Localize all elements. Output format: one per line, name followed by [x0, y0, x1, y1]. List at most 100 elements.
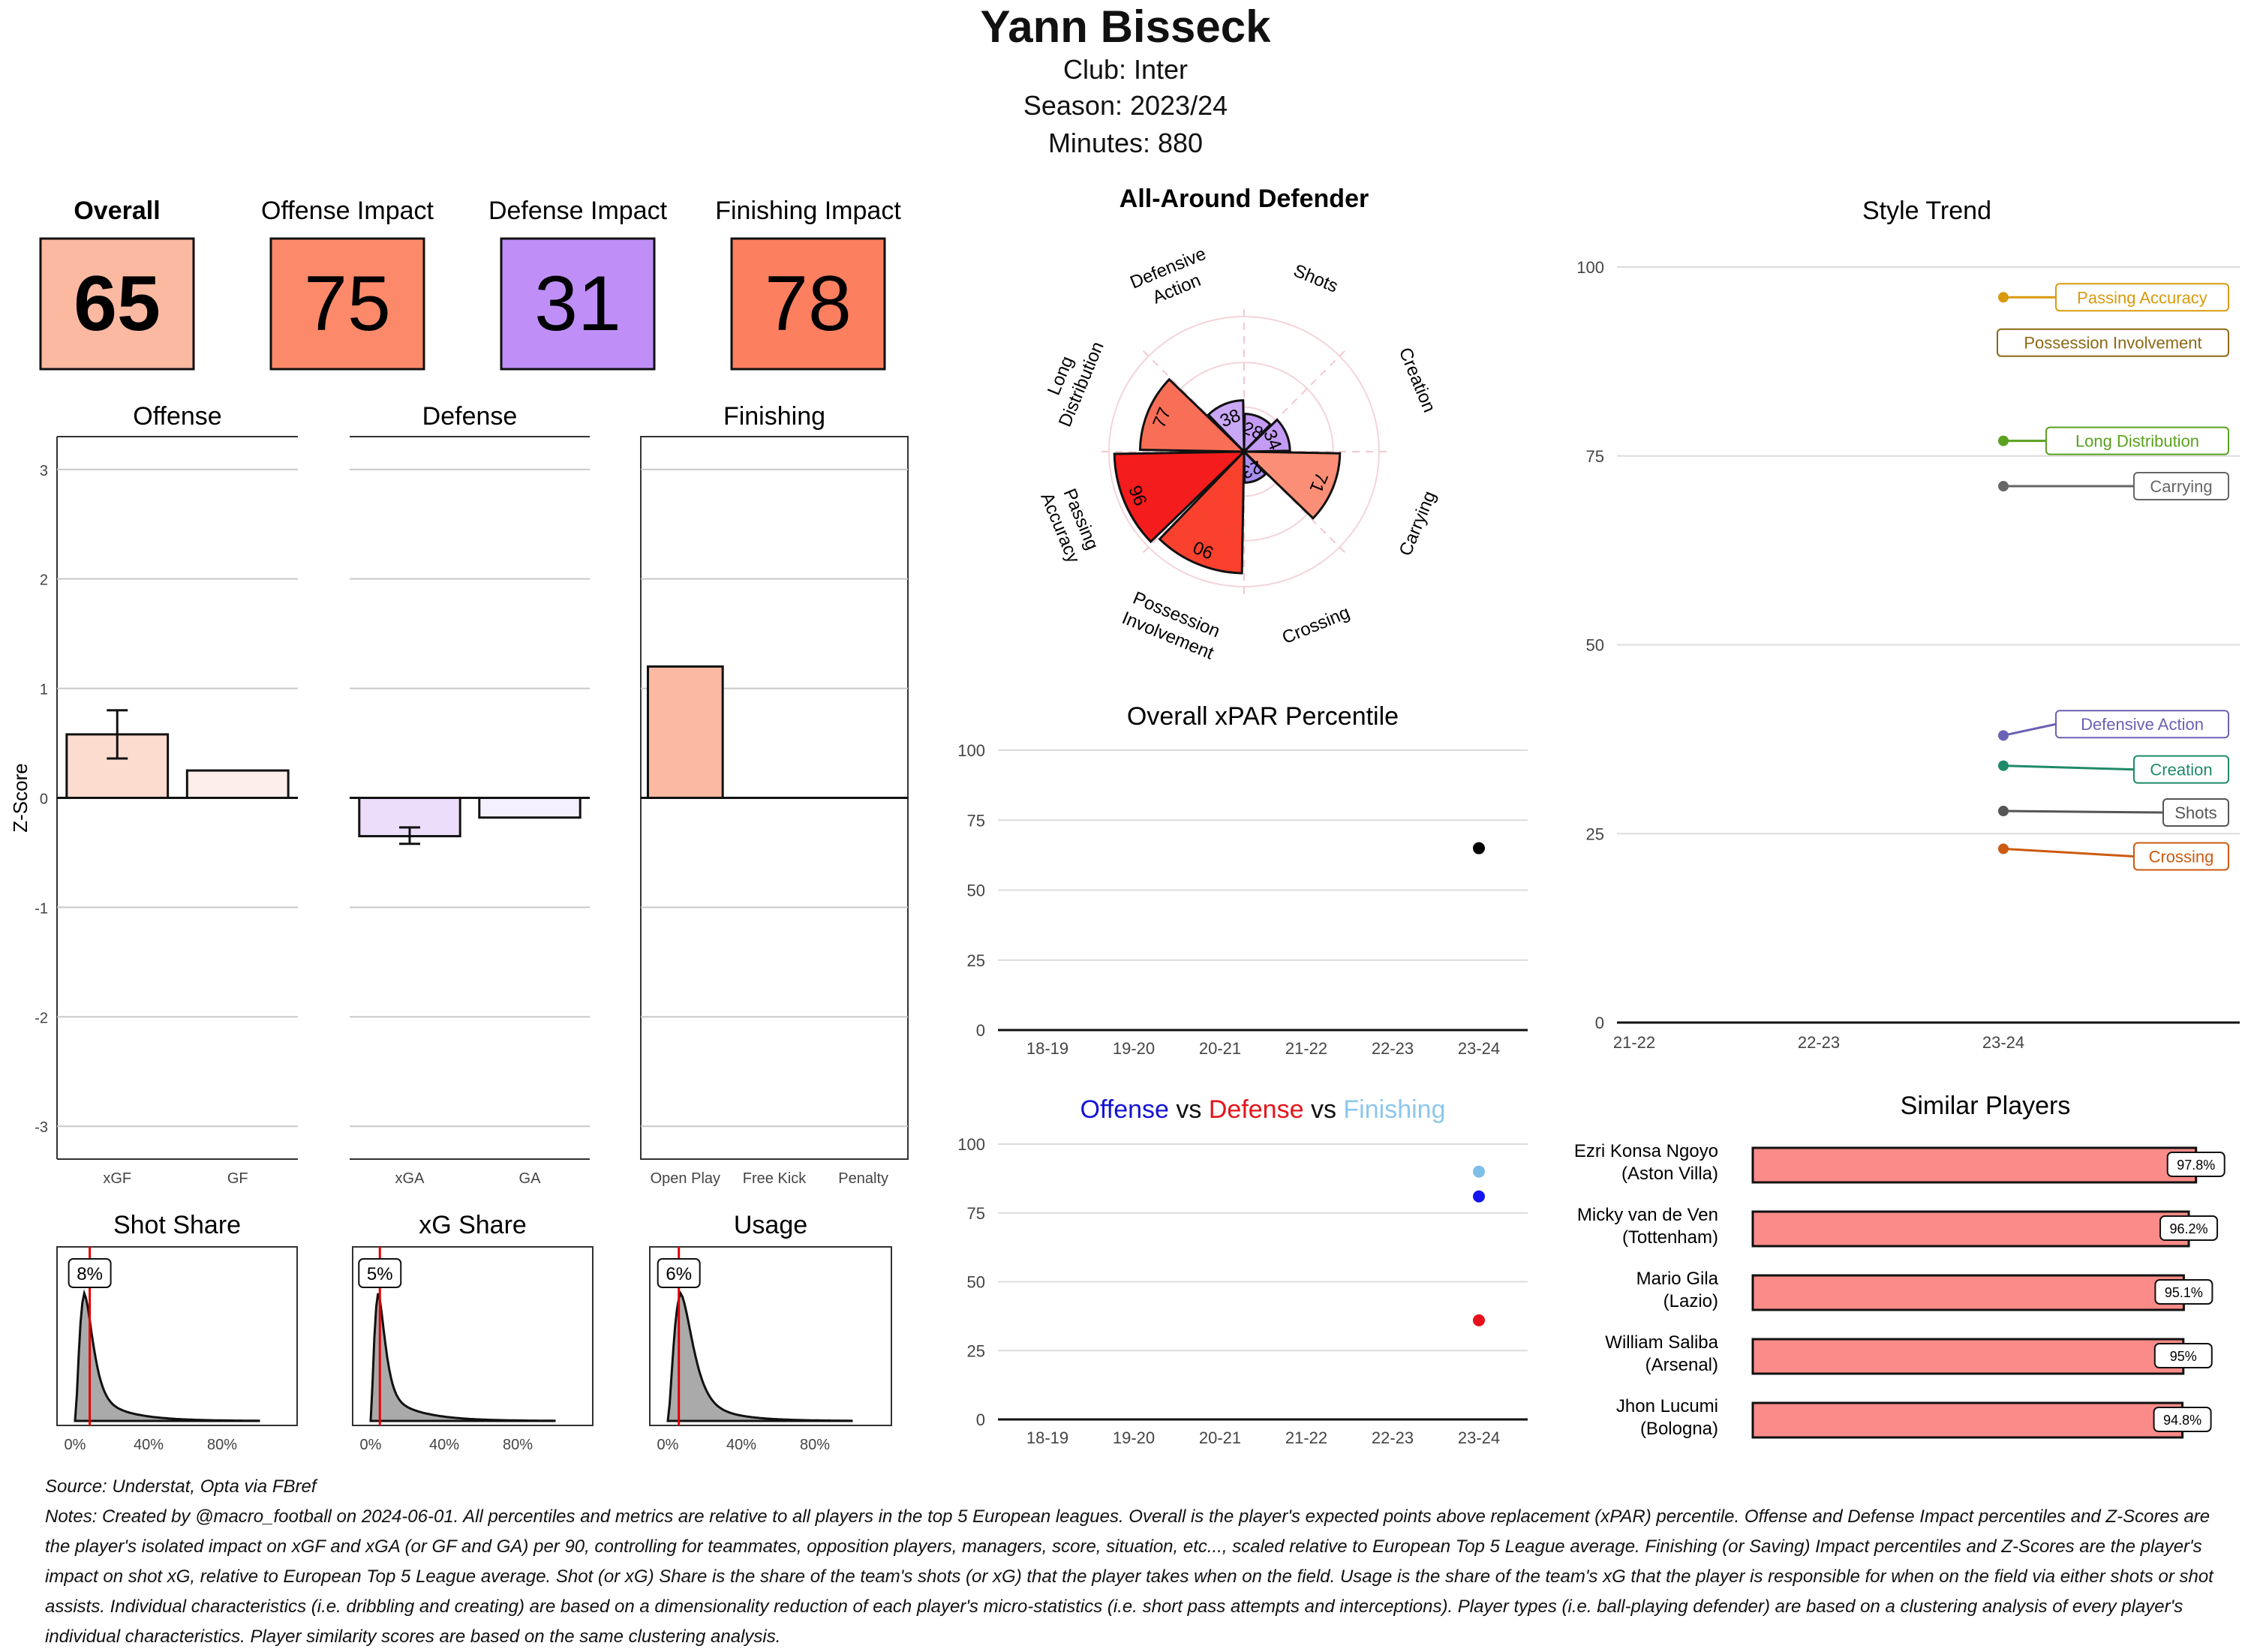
panel-title: Defense: [422, 402, 518, 431]
density-curve: [369, 1293, 556, 1422]
y-tick-label: 0: [1595, 1014, 1604, 1032]
player-club: (Bologna): [1640, 1419, 1718, 1439]
trend-label-box: [1997, 328, 2229, 357]
similar-players-chart: Similar Players Ezri Konsa Ngoyo (Aston Vi…: [1574, 1092, 2225, 1439]
y-axis-label: Z-Score: [9, 763, 32, 832]
player-name: Jhon Lucumi: [1616, 1396, 1718, 1416]
trend-connector: [2003, 764, 2135, 771]
impact-box-label: Overall: [74, 197, 160, 225]
radar-category-label: Crossing: [1279, 602, 1353, 648]
radar-category-label: Carrying: [1396, 488, 1441, 559]
xpar-percentile-chart: Overall xPAR Percentile 0 25 50 75 100 18-19 19…: [957, 702, 1528, 1058]
impact-box: [39, 237, 195, 371]
similarity-bar: [1751, 1338, 2185, 1375]
similarity-label-box: [2153, 1407, 2212, 1432]
x-tick-label: 40%: [134, 1437, 164, 1453]
trend-label: Possession Involvement: [2024, 334, 2201, 353]
similarity-bar: [1751, 1274, 2185, 1311]
chart-title: All-Around Defender: [1119, 185, 1369, 213]
z-bar: [185, 769, 290, 799]
impact-box: [500, 237, 656, 371]
offense-defense-finishing-chart: Offense vs Defense vs Finishing 0 25 50 75 10…: [957, 1095, 1528, 1447]
x-tick-label: 23-24: [1458, 1039, 1500, 1058]
radar-ring: [1154, 362, 1334, 542]
x-tick-label: Open Play: [651, 1170, 720, 1187]
x-tick-label: 20-21: [1199, 1039, 1241, 1058]
x-tick-label: 80%: [800, 1437, 830, 1453]
x-tick-label: 22-23: [1372, 1428, 1414, 1447]
trend-connector: [2003, 847, 2135, 858]
trend-label: Carrying: [2150, 477, 2212, 496]
chart-title: Style Trend: [1862, 197, 1991, 225]
minutes-line: Minutes: 880: [1047, 128, 1204, 158]
panel-frame: [649, 1246, 892, 1426]
radar-wedge: [1241, 450, 1342, 520]
footer-notes: Source: Understat, Opta via FBref Notes:…: [45, 1472, 2221, 1652]
trend-connector: [2003, 809, 2164, 814]
trend-point: [1998, 760, 2009, 771]
zscore-bar-chart: Z-Score -3 -2 -1 0 1 2 3 Offense xGF GF Defense xGA G…: [9, 402, 909, 1187]
x-tick-label: 22-23: [1372, 1039, 1414, 1058]
similarity-label-box: [2154, 1279, 2213, 1305]
style-trend-chart: Style Trend 0 25 50 75 100 21-22 22-23 23-24 Pass…: [1576, 197, 2240, 1052]
player-club: (Lazio): [1663, 1291, 1718, 1311]
similarity-label-box: [2166, 1152, 2225, 1177]
x-tick-label: Penalty: [838, 1170, 888, 1187]
x-tick-label: 23-24: [1458, 1428, 1500, 1447]
radar-spoke: [1142, 451, 1245, 554]
radar-category-label: Creation: [1395, 344, 1440, 415]
trend-label-box: [2045, 426, 2229, 455]
x-tick-label: 19-20: [1113, 1039, 1155, 1058]
chart-title: Offense vs Defense vs Finishing: [1080, 1095, 1446, 1124]
trend-label-box: [2055, 710, 2229, 739]
y-tick-label: 50: [1586, 636, 1604, 655]
chart-title: Similar Players: [1901, 1092, 2071, 1120]
y-tick-label: 75: [967, 1204, 985, 1223]
x-tick-label: 0%: [360, 1437, 382, 1453]
similarity-label: 94.8%: [2163, 1413, 2201, 1428]
y-tick-label: 25: [967, 1341, 985, 1360]
y-tick-label: 100: [957, 741, 985, 760]
chart-title-part: Offense: [1080, 1095, 1169, 1124]
trend-point: [1998, 843, 2009, 855]
player-name: William Saliba: [1605, 1332, 1718, 1353]
similarity-bar: [1751, 1210, 2190, 1248]
y-tick-label: -2: [35, 1010, 48, 1026]
density-curve: [74, 1289, 260, 1422]
y-tick-label: 2: [40, 572, 48, 589]
trend-label-box: [2133, 472, 2229, 501]
similarity-label-box: [2153, 1343, 2213, 1368]
y-tick-label: 25: [967, 951, 985, 970]
radar-wedge: [1158, 449, 1246, 575]
x-tick-label: 19-20: [1113, 1428, 1155, 1447]
player-club: (Aston Villa): [1621, 1164, 1718, 1184]
similarity-label: 97.8%: [2177, 1158, 2215, 1173]
share-density-charts: Shot Share 8% 0% 40% 80% xG Share 5% 0% 40% 80% Us…: [56, 1211, 892, 1453]
trend-label-box: [2133, 842, 2229, 871]
panel-title: Offense: [133, 402, 221, 431]
panel-title: Finishing: [723, 402, 825, 431]
y-tick-label: 0: [976, 1021, 985, 1040]
trend-label: Creation: [2150, 761, 2212, 779]
marker-label: 5%: [367, 1264, 393, 1284]
x-tick-label: 0%: [65, 1437, 86, 1453]
marker-label-box: [358, 1258, 402, 1288]
radar-wedge: [1113, 450, 1247, 544]
radar-spoke: [1142, 350, 1245, 452]
player-club: (Arsenal): [1645, 1355, 1718, 1375]
data-point: [1473, 842, 1485, 855]
trend-label: Long Distribution: [2075, 432, 2199, 451]
y-tick-label: 50: [967, 882, 985, 900]
radar-spoke: [1243, 350, 1346, 452]
y-tick-label: 0: [40, 791, 48, 808]
y-tick-label: 75: [1586, 447, 1604, 466]
impact-box-value: 75: [304, 260, 391, 347]
x-tick-label: xGF: [103, 1170, 131, 1187]
x-tick-label: 21-22: [1285, 1428, 1327, 1447]
trend-label: Defensive Action: [2081, 715, 2204, 734]
x-tick-label: 40%: [726, 1437, 756, 1453]
similarity-label: 95.1%: [2165, 1285, 2203, 1300]
marker-label-box: [657, 1258, 701, 1288]
similarity-label: 95%: [2170, 1349, 2197, 1364]
